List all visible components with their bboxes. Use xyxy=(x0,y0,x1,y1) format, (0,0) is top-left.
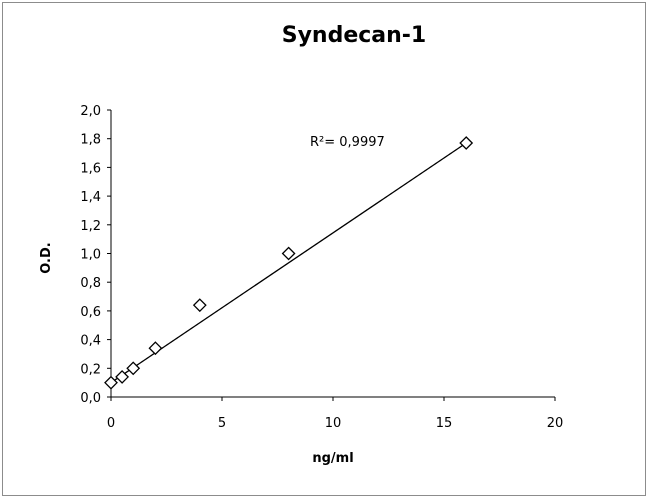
data-point xyxy=(104,375,118,390)
axes xyxy=(110,110,555,398)
y-tick-label: 0,4 xyxy=(80,334,101,349)
data-point xyxy=(192,298,207,313)
x-tick-label: 15 xyxy=(436,416,453,431)
x-tick-label: 20 xyxy=(547,416,564,431)
r-squared-annotation: R²= 0,9997 xyxy=(310,135,385,150)
data-point xyxy=(126,361,141,376)
x-axis-ticks: 0 5 10 15 20 xyxy=(107,397,563,431)
y-tick-label: 2,0 xyxy=(80,104,101,119)
y-tick-label: 1,6 xyxy=(80,161,101,176)
y-axis-ticks: 0,0 0,2 0,4 0,6 0,8 1,0 1,2 1,4 1,6 1,8 2,0 xyxy=(80,104,111,406)
data-point xyxy=(115,369,130,384)
trendline xyxy=(110,142,467,384)
x-tick-label: 10 xyxy=(325,416,342,431)
y-tick-label: 0,8 xyxy=(80,276,101,291)
chart-frame xyxy=(2,2,646,496)
y-tick-label: 1,0 xyxy=(80,248,101,263)
chart-title: Syndecan-1 xyxy=(282,23,427,48)
y-tick-label: 0,0 xyxy=(80,391,101,406)
y-tick-label: 0,6 xyxy=(80,305,101,320)
x-tick-label: 5 xyxy=(218,416,226,431)
y-tick-label: 1,2 xyxy=(80,219,101,234)
y-axis-label: O.D. xyxy=(39,242,54,273)
data-points xyxy=(104,136,474,390)
y-tick-label: 1,4 xyxy=(80,190,101,205)
y-tick-label: 0,2 xyxy=(80,362,101,377)
x-axis-label: ng/ml xyxy=(312,451,353,466)
data-point xyxy=(459,136,474,150)
y-tick-label: 1,8 xyxy=(80,133,101,148)
trendline-group xyxy=(110,142,467,384)
data-point xyxy=(281,246,296,261)
x-tick-label: 0 xyxy=(107,416,115,431)
data-point xyxy=(148,341,163,356)
